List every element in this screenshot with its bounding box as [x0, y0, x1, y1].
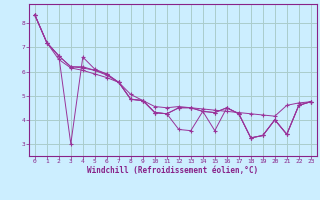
X-axis label: Windchill (Refroidissement éolien,°C): Windchill (Refroidissement éolien,°C)	[87, 166, 258, 175]
